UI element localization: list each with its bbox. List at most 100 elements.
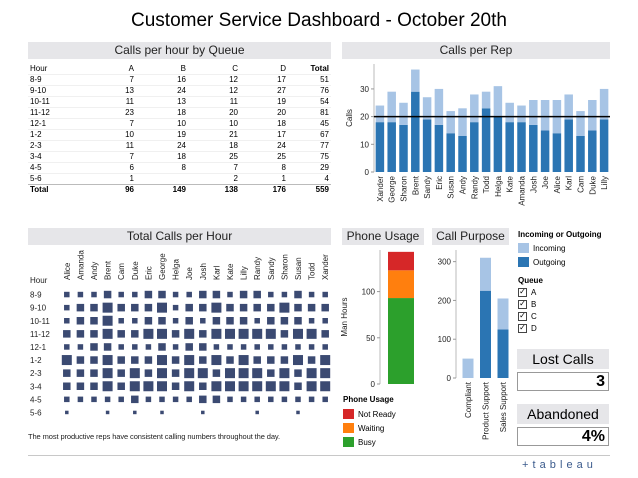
- heatmap-cell: [103, 343, 112, 351]
- x-tick-label: Cam: [577, 176, 586, 193]
- call-purpose-chart: 0 100 200 300 Compliant Product Support Sales …: [438, 250, 509, 440]
- table-cell: [136, 173, 188, 185]
- legend-item[interactable]: Not Ready: [343, 407, 396, 421]
- x-tick-label: Todd: [482, 176, 491, 193]
- table-cell: 12: [188, 74, 240, 86]
- heatmap-cell: [255, 410, 259, 415]
- table-cell: 67: [288, 129, 331, 141]
- heatmap-cell: [281, 291, 288, 298]
- table-row: 1-2 10 19 21 17 67: [28, 129, 331, 141]
- legend-item[interactable]: Outgoing: [518, 255, 602, 269]
- y-tick-label: 200: [438, 296, 452, 305]
- heatmap-cell: [322, 318, 328, 324]
- footer-divider: [28, 455, 610, 456]
- queue-checkbox[interactable]: ✓: [518, 323, 527, 333]
- heatmap-cell: [77, 291, 84, 298]
- queue-option-label: A: [531, 287, 537, 297]
- heatmap-cell: [102, 328, 113, 339]
- legend-swatch: [343, 409, 354, 419]
- incoming-outgoing-legend: Incoming or Outgoing Incoming Outgoing: [518, 230, 602, 269]
- heatmap-cell: [267, 356, 275, 364]
- legend-item[interactable]: Incoming: [518, 241, 602, 255]
- bar-outgoing: [529, 124, 538, 172]
- heatmap-cell: [267, 303, 275, 312]
- x-tick-label: Compliant: [464, 381, 473, 418]
- legend-label: Busy: [358, 437, 376, 447]
- queue-checkbox[interactable]: ✓: [518, 287, 527, 297]
- queue-option-label: B: [531, 299, 537, 309]
- heatmap-cell: [280, 356, 289, 364]
- table-total-cell: 149: [136, 184, 188, 195]
- queue-filter-option[interactable]: ✓ D: [518, 322, 543, 334]
- table-cell: 10-11: [28, 96, 100, 108]
- heatmap-row-label: 4-5: [30, 395, 42, 404]
- heatmap-row-label: 2-3: [30, 369, 42, 378]
- bar-incoming: [434, 88, 444, 125]
- bar-incoming: [497, 298, 509, 330]
- bar-outgoing: [434, 124, 444, 172]
- bar-outgoing: [552, 133, 562, 172]
- heatmap-cell: [76, 369, 85, 377]
- heatmap-column-label: Todd: [308, 263, 317, 280]
- heatmap-cell: [90, 343, 98, 351]
- table-cell: 24: [136, 140, 188, 152]
- x-tick-label: Brent: [411, 175, 420, 195]
- heatmap-cell: [61, 355, 72, 366]
- heatmap-cell: [184, 355, 195, 366]
- bar-outgoing: [564, 119, 573, 172]
- queue-filter-option[interactable]: ✓ B: [518, 298, 543, 310]
- heatmap-cell: [102, 315, 113, 326]
- heatmap-row-label: 5-6: [30, 408, 42, 417]
- heatmap-cell: [76, 330, 85, 338]
- heatmap-column-label: Karl: [212, 266, 221, 280]
- queue-filter-option[interactable]: ✓ C: [518, 310, 543, 322]
- legend-item[interactable]: Busy: [343, 435, 396, 449]
- queue-filter-title: Queue: [518, 276, 543, 285]
- heatmap-cell: [281, 396, 288, 403]
- legend-item[interactable]: Waiting: [343, 421, 396, 435]
- table-cell: 11: [100, 140, 136, 152]
- x-tick-label: Sharon: [400, 176, 409, 202]
- bar-incoming: [480, 257, 491, 291]
- heatmap-cell: [308, 318, 315, 324]
- heatmap-cell: [294, 382, 302, 390]
- heatmap-cell: [252, 368, 263, 379]
- heatmap-cell: [240, 344, 247, 350]
- heatmap-cell: [102, 381, 113, 392]
- table-cell: 8: [136, 162, 188, 174]
- heatmap-cell: [77, 396, 84, 403]
- heatmap-cell: [160, 410, 164, 415]
- queue-filter-option[interactable]: ✓ A: [518, 286, 543, 298]
- heatmap-cell: [212, 317, 221, 325]
- heatmap-cell: [212, 369, 221, 377]
- y-tick-label: 0: [447, 374, 452, 383]
- queue-checkbox[interactable]: ✓: [518, 311, 527, 321]
- bar-incoming: [481, 91, 491, 109]
- heatmap-cell: [64, 304, 70, 311]
- bar-outgoing: [540, 130, 550, 172]
- heatmap-cell: [117, 382, 125, 390]
- heatmap-cell: [265, 381, 276, 392]
- bar-incoming: [411, 69, 420, 92]
- heatmap-cell: [172, 318, 179, 324]
- phone-usage-panel: Phone Usage: [342, 228, 424, 245]
- x-tick-label: Amanda: [518, 175, 527, 205]
- x-tick-label: Xander: [376, 176, 385, 202]
- heatmap-cell: [308, 291, 315, 298]
- bar-incoming: [422, 97, 432, 120]
- heatmap-cell: [171, 382, 180, 390]
- table-cell: 18: [136, 107, 188, 119]
- x-tick-label: Eric: [435, 176, 444, 190]
- heatmap-cell: [131, 303, 139, 312]
- heatmap-cell: [199, 343, 207, 351]
- heatmap-cell: [308, 344, 315, 350]
- bar-outgoing: [422, 119, 432, 172]
- heatmap-cell: [294, 303, 302, 312]
- bar-incoming: [588, 100, 597, 131]
- queue-checkbox[interactable]: ✓: [518, 299, 527, 309]
- y-tick-label: 50: [366, 334, 375, 343]
- heatmap-cell: [307, 303, 316, 312]
- table-row: 12-1 7 10 10 18 45: [28, 118, 331, 130]
- heatmap-cell: [132, 318, 138, 324]
- heatmap-cell: [157, 328, 167, 339]
